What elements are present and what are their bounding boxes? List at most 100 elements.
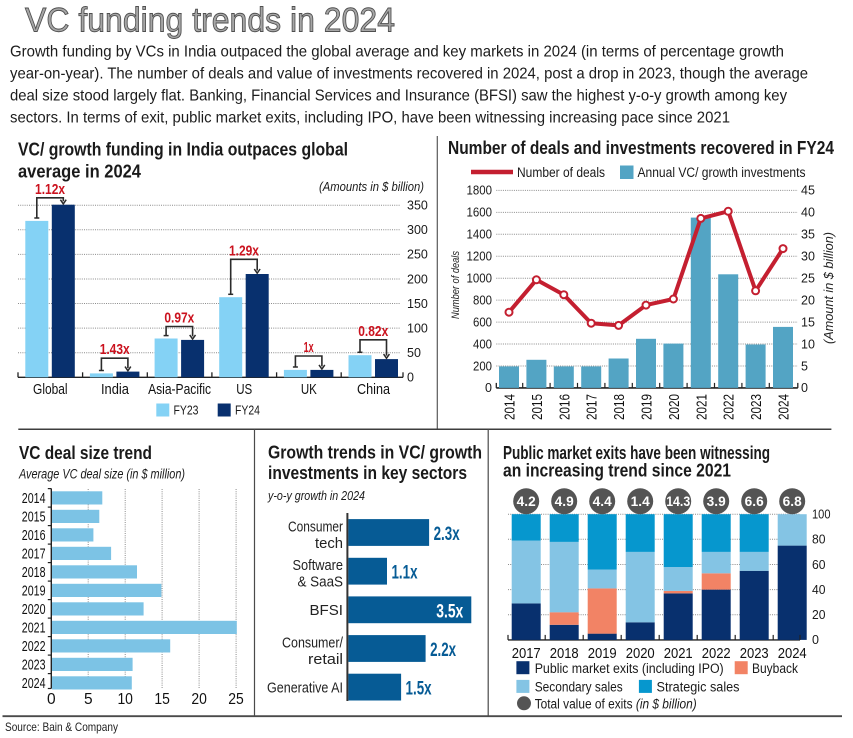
svg-text:1.4: 1.4 [631, 494, 650, 509]
svg-text:80: 80 [812, 533, 826, 547]
svg-text:10: 10 [801, 337, 815, 351]
svg-text:Source: Bain & Company: Source: Bain & Company [5, 720, 118, 734]
svg-text:35: 35 [801, 228, 815, 242]
svg-text:1.29x: 1.29x [229, 243, 259, 259]
svg-text:20: 20 [801, 293, 815, 307]
svg-text:Asia-Pacific: Asia-Pacific [148, 382, 211, 398]
svg-text:2019: 2019 [22, 583, 46, 599]
svg-text:5: 5 [84, 691, 93, 708]
svg-text:investments in key sectors: investments in key sectors [268, 463, 467, 483]
svg-text:an increasing trend since 2021: an increasing trend since 2021 [503, 460, 731, 480]
svg-text:2014: 2014 [22, 491, 46, 507]
svg-text:Global: Global [33, 382, 68, 398]
svg-text:6.8: 6.8 [783, 494, 802, 509]
svg-text:VC deal size trend: VC deal size trend [19, 443, 152, 463]
svg-text:15: 15 [154, 691, 170, 708]
svg-text:(Amounts in $ billion): (Amounts in $ billion) [319, 179, 424, 194]
svg-text:2019: 2019 [640, 394, 656, 420]
svg-text:Public market exits (including: Public market exits (including IPO) [535, 661, 724, 677]
svg-text:y-o-y growth in 2024: y-o-y growth in 2024 [267, 488, 365, 503]
svg-text:2020: 2020 [626, 646, 655, 662]
svg-text:2017: 2017 [22, 546, 46, 562]
svg-text:100: 100 [812, 508, 831, 522]
svg-text:2024: 2024 [777, 394, 793, 420]
svg-text:2022: 2022 [22, 639, 46, 655]
svg-text:0.82x: 0.82x [358, 324, 388, 340]
svg-text:300: 300 [407, 223, 428, 237]
svg-text:US: US [236, 382, 252, 398]
svg-text:0: 0 [47, 691, 56, 708]
svg-text:Number of deals: Number of deals [517, 165, 605, 180]
svg-text:2019: 2019 [588, 646, 617, 662]
svg-text:1400: 1400 [467, 228, 493, 242]
svg-text:3.5x: 3.5x [436, 600, 463, 622]
svg-text:2024: 2024 [778, 646, 807, 662]
svg-text:Number of deals: Number of deals [450, 251, 462, 319]
svg-text:2017: 2017 [512, 646, 541, 662]
svg-text:2022: 2022 [702, 646, 731, 662]
svg-text:5: 5 [801, 359, 808, 373]
svg-text:2018: 2018 [550, 646, 579, 662]
svg-text:Number of deals and investment: Number of deals and investments recovere… [448, 138, 834, 158]
svg-text:2018: 2018 [22, 565, 46, 581]
svg-text:Growth trends in VC/ growth: Growth trends in VC/ growth [268, 442, 482, 462]
svg-text:Generative AI: Generative AI [267, 680, 343, 696]
svg-text:1.12x: 1.12x [35, 182, 65, 198]
svg-text:100: 100 [407, 321, 428, 335]
svg-text:3.9: 3.9 [707, 494, 726, 509]
svg-text:2016: 2016 [557, 394, 573, 420]
svg-text:UK: UK [301, 382, 317, 398]
svg-text:60: 60 [812, 558, 826, 572]
svg-text:250: 250 [407, 248, 428, 262]
svg-text:sectors. In terms of exit, pub: sectors. In terms of exit, public market… [10, 110, 730, 127]
svg-text:FY23: FY23 [174, 403, 199, 418]
svg-text:2023: 2023 [740, 646, 769, 662]
svg-text:2021: 2021 [664, 646, 693, 662]
svg-text:200: 200 [407, 272, 428, 286]
svg-text:BFSI: BFSI [310, 603, 344, 619]
svg-text:Consumer/: Consumer/ [282, 635, 344, 651]
svg-text:Secondary sales: Secondary sales [535, 680, 623, 696]
svg-text:VC/ growth funding in India ou: VC/ growth funding in India outpaces glo… [18, 140, 348, 160]
svg-text:Software: Software [293, 558, 344, 574]
svg-text:(Amount in $ billion): (Amount in $ billion) [821, 232, 836, 344]
svg-text:350: 350 [407, 199, 428, 213]
svg-text:14.3: 14.3 [666, 494, 690, 509]
svg-text:average in 2024: average in 2024 [18, 162, 141, 182]
svg-text:400: 400 [473, 337, 492, 351]
svg-text:150: 150 [407, 297, 428, 311]
svg-text:Total value of exits (in $ bil: Total value of exits (in $ billion) [535, 697, 697, 713]
svg-text:FY24: FY24 [235, 403, 260, 418]
svg-text:0: 0 [407, 371, 414, 385]
svg-text:2015: 2015 [530, 394, 546, 420]
svg-text:deal size stood largely flat.: deal size stood largely flat. Banking, F… [10, 88, 787, 105]
svg-text:tech: tech [315, 536, 343, 552]
svg-text:2014: 2014 [503, 394, 519, 420]
svg-text:0: 0 [801, 381, 808, 395]
svg-text:45: 45 [801, 184, 815, 198]
svg-text:Average VC deal size (in $ mil: Average VC deal size (in $ million) [18, 467, 185, 482]
svg-text:30: 30 [801, 250, 815, 264]
svg-text:2023: 2023 [22, 657, 46, 673]
svg-text:1800: 1800 [467, 184, 493, 198]
svg-text:1200: 1200 [467, 250, 493, 264]
svg-text:1x: 1x [304, 340, 314, 356]
svg-text:Annual VC/ growth investments: Annual VC/ growth investments [638, 165, 806, 180]
svg-text:4.4: 4.4 [593, 494, 612, 509]
svg-text:2.2x: 2.2x [430, 639, 456, 661]
svg-text:40: 40 [812, 583, 826, 597]
svg-text:10: 10 [117, 691, 133, 708]
svg-text:25: 25 [228, 691, 244, 708]
svg-text:15: 15 [801, 315, 815, 329]
svg-text:VC funding trends in 2024: VC funding trends in 2024 [25, 2, 395, 40]
svg-text:Buyback: Buyback [752, 661, 799, 677]
svg-text:Growth funding by VCs in India: Growth funding by VCs in India outpaced … [10, 44, 784, 61]
svg-text:800: 800 [473, 293, 492, 307]
svg-text:0.97x: 0.97x [164, 311, 194, 327]
svg-text:6.6: 6.6 [745, 494, 764, 509]
svg-text:20: 20 [812, 608, 826, 622]
svg-text:2018: 2018 [612, 394, 628, 420]
svg-text:25: 25 [801, 272, 815, 286]
svg-text:600: 600 [473, 315, 492, 329]
svg-text:Strategic sales: Strategic sales [657, 680, 740, 696]
